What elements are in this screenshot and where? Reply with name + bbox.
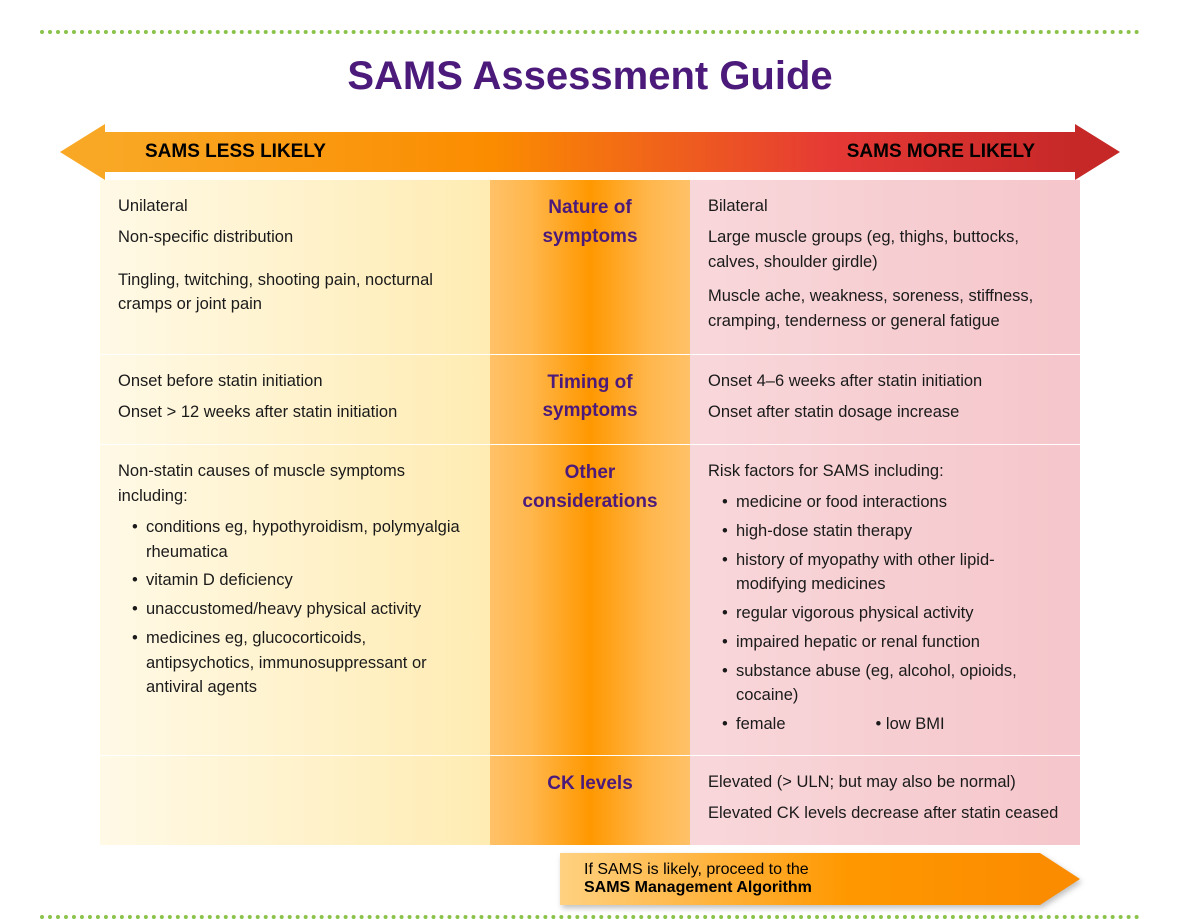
cell-more-likely: Bilateral Large muscle groups (eg, thigh… bbox=[690, 180, 1080, 354]
cell-less-likely bbox=[100, 756, 490, 846]
cell-less-likely: Non-statin causes of muscle symptoms inc… bbox=[100, 445, 490, 755]
list-item: history of myopathy with other lipid-mod… bbox=[722, 548, 1062, 598]
category-label: Other considerations bbox=[490, 445, 690, 755]
text: Non-statin causes of muscle symptoms inc… bbox=[118, 459, 472, 509]
text: Risk factors for SAMS including: bbox=[708, 459, 1062, 484]
footer-line1: If SAMS is likely, proceed to the bbox=[584, 861, 1030, 879]
footer-arrow: If SAMS is likely, proceed to the SAMS M… bbox=[100, 853, 1080, 905]
text: Unilateral bbox=[118, 194, 472, 219]
cell-more-likely: Onset 4–6 weeks after statin initiation … bbox=[690, 355, 1080, 445]
cell-more-likely: Elevated (> ULN; but may also be normal)… bbox=[690, 756, 1080, 846]
footer-line2: SAMS Management Algorithm bbox=[584, 879, 1030, 897]
arrow-left-head-icon bbox=[60, 124, 105, 180]
text: Elevated CK levels decrease after statin… bbox=[708, 801, 1062, 826]
list-item: medicine or food interactions bbox=[722, 490, 1062, 515]
text: female bbox=[736, 712, 786, 737]
page-title: SAMS Assessment Guide bbox=[40, 54, 1140, 99]
arrow-right-head-icon bbox=[1075, 124, 1120, 180]
text: Onset 4–6 weeks after statin initiation bbox=[708, 369, 1062, 394]
bottom-dotted-border bbox=[40, 915, 1140, 919]
text: Large muscle groups (eg, thighs, buttock… bbox=[708, 225, 1062, 275]
bullet-list: medicine or food interactions high-dose … bbox=[708, 490, 1062, 737]
bullet-list: conditions eg, hypothyroidism, polymyalg… bbox=[118, 515, 472, 700]
footer-arrow-body: If SAMS is likely, proceed to the SAMS M… bbox=[560, 853, 1040, 905]
cell-less-likely: Onset before statin initiation Onset > 1… bbox=[100, 355, 490, 445]
list-item: impaired hepatic or renal function bbox=[722, 630, 1062, 655]
text: Tingling, twitching, shooting pain, noct… bbox=[118, 268, 458, 318]
text: Onset before statin initiation bbox=[118, 369, 472, 394]
text: Non-specific distribution bbox=[118, 225, 472, 250]
likelihood-arrow: SAMS LESS LIKELY SAMS MORE LIKELY bbox=[60, 124, 1120, 180]
text: Onset after statin dosage increase bbox=[708, 400, 1062, 425]
text: Elevated (> ULN; but may also be normal) bbox=[708, 770, 1062, 795]
top-dotted-border bbox=[40, 30, 1140, 34]
text: Bilateral bbox=[708, 194, 1062, 219]
table-row: Onset before statin initiation Onset > 1… bbox=[100, 354, 1080, 445]
text: • low BMI bbox=[876, 712, 945, 737]
list-item: regular vigorous physical activity bbox=[722, 601, 1062, 626]
text: Onset > 12 weeks after statin initiation bbox=[118, 400, 472, 425]
category-label: Timing of symptoms bbox=[490, 355, 690, 445]
cell-less-likely: Unilateral Non-specific distribution Tin… bbox=[100, 180, 490, 354]
table-row: CK levels Elevated (> ULN; but may also … bbox=[100, 755, 1080, 846]
table-row: Non-statin causes of muscle symptoms inc… bbox=[100, 444, 1080, 755]
list-item: substance abuse (eg, alcohol, opioids, c… bbox=[722, 659, 1062, 709]
list-item: high-dose statin therapy bbox=[722, 519, 1062, 544]
list-item: conditions eg, hypothyroidism, polymyalg… bbox=[132, 515, 472, 565]
cell-more-likely: Risk factors for SAMS including: medicin… bbox=[690, 445, 1080, 755]
list-item: medicines eg, glucocorticoids, antipsych… bbox=[132, 626, 472, 700]
list-item: vitamin D deficiency bbox=[132, 568, 472, 593]
less-likely-label: SAMS LESS LIKELY bbox=[145, 141, 326, 163]
more-likely-label: SAMS MORE LIKELY bbox=[847, 141, 1035, 163]
category-label: CK levels bbox=[490, 756, 690, 846]
category-label: Nature of symptoms bbox=[490, 180, 690, 354]
footer-arrow-head-icon bbox=[1040, 853, 1080, 905]
assessment-table: Unilateral Non-specific distribution Tin… bbox=[100, 180, 1080, 845]
arrow-body: SAMS LESS LIKELY SAMS MORE LIKELY bbox=[105, 132, 1075, 172]
text: Muscle ache, weakness, soreness, stiffne… bbox=[708, 284, 1062, 334]
list-item: female • low BMI bbox=[722, 712, 1062, 737]
list-item: unaccustomed/heavy physical activity bbox=[132, 597, 472, 622]
table-row: Unilateral Non-specific distribution Tin… bbox=[100, 180, 1080, 354]
